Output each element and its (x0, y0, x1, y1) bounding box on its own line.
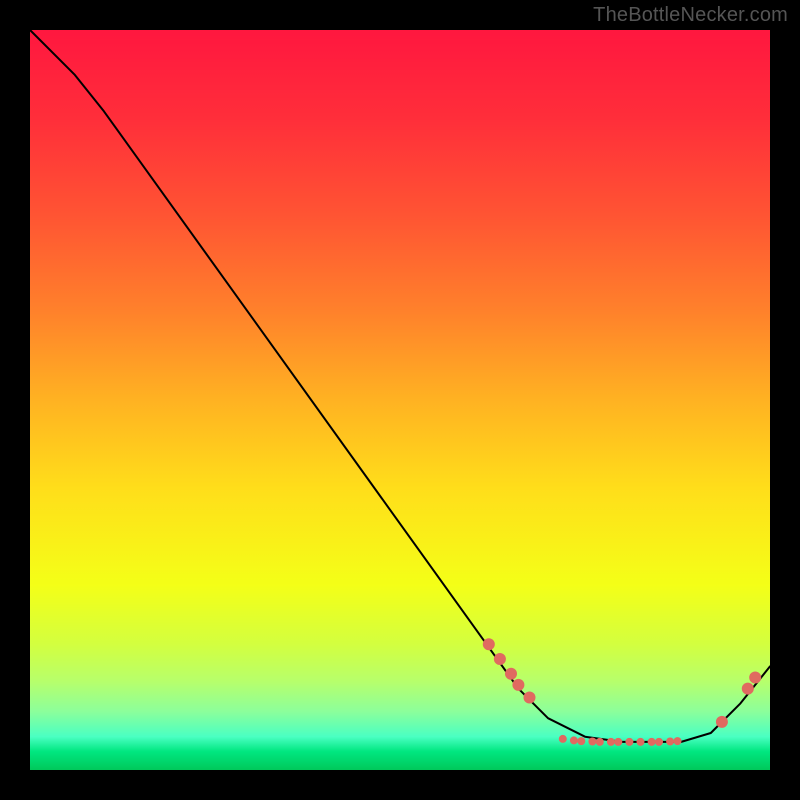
data-marker (494, 653, 506, 665)
data-marker (607, 738, 615, 746)
data-marker (588, 738, 596, 746)
data-marker (614, 738, 622, 746)
data-marker (749, 672, 761, 684)
data-marker (577, 737, 585, 745)
data-marker (512, 679, 524, 691)
data-marker (742, 683, 754, 695)
data-marker (666, 738, 674, 746)
data-marker (596, 738, 604, 746)
data-marker (505, 668, 517, 680)
chart-container: TheBottleNecker.com (0, 0, 800, 800)
data-marker (655, 738, 663, 746)
plot-background (30, 30, 770, 770)
bottleneck-chart (0, 0, 800, 800)
data-marker (559, 735, 567, 743)
data-marker (648, 738, 656, 746)
data-marker (524, 691, 536, 703)
data-marker (716, 716, 728, 728)
watermark-label: TheBottleNecker.com (593, 4, 788, 27)
data-marker (570, 736, 578, 744)
data-marker (625, 738, 633, 746)
data-marker (483, 638, 495, 650)
data-marker (674, 737, 682, 745)
data-marker (637, 738, 645, 746)
